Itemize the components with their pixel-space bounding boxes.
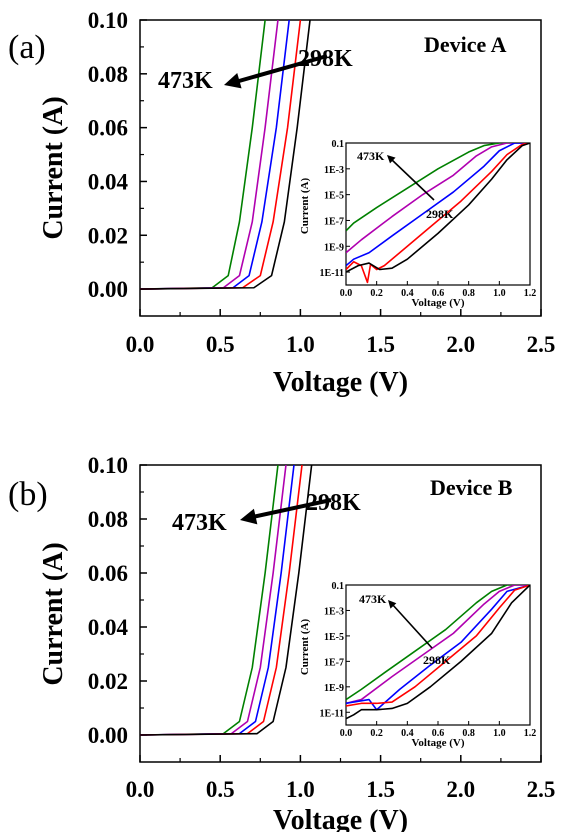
inset-x-tick-label: 0.4 [401,728,414,739]
inset-x-axis-label: Voltage (V) [411,297,464,309]
inset-x-tick-label: 1.0 [493,288,506,299]
label-473k: 473K [158,68,213,94]
inset-y-tick-label: 1E-3 [324,165,344,176]
inset-temperature-arrow [390,158,435,201]
inset-curve-4 [346,143,530,284]
y-tick-label: 0.08 [88,62,128,87]
x-axis-label: Voltage (V) [273,805,408,832]
inset-x-axis-label: Voltage (V) [411,737,464,749]
inset-label-473k: 473K [359,592,387,606]
inset-x-tick-label: 1.2 [524,728,537,739]
temperature-arrowhead [224,72,242,89]
inset-y-tick-label: 1E-9 [324,683,344,694]
inset-temperature-arrowhead [387,155,396,164]
label-298k: 298K [298,46,353,72]
x-tick-label: 2.5 [527,332,556,357]
y-tick-label: 0.06 [88,561,128,586]
y-tick-label: 0.10 [88,8,128,33]
inset-curve-298k [346,143,530,273]
inset-y-axis-label: Current (A) [299,619,311,676]
label-473k: 473K [172,510,227,536]
inset-label-298k: 298K [423,653,451,667]
inset-frame [345,142,531,286]
inset-y-tick-label: 1E-7 [324,216,344,227]
y-tick-label: 0.10 [88,453,128,478]
device-label: Device A [424,32,507,57]
main-curve-473k [140,465,279,736]
inset-x-tick-label: 1.2 [524,288,537,299]
inset-y-tick-label: 0.1 [332,581,345,592]
inset-curve-473k [346,143,530,232]
main-curve-3 [140,465,295,736]
inset-curve-473k [346,585,530,701]
x-tick-label: 1.5 [366,332,395,357]
inset-y-tick-label: 0.1 [332,139,345,150]
temperature-arrow [247,498,332,520]
x-tick-label: 1.0 [286,777,315,802]
inset-x-tick-label: 0.0 [340,288,353,299]
inset-x-tick-label: 0.2 [370,728,383,739]
temperature-arrowhead [240,508,258,525]
inset-x-tick-label: 0.6 [432,288,445,299]
panel-a: 0.0 0.5 1.0 1.5 2.0 2.5 0.00 0.02 0.04 0.06 0.08 0.… [8,8,555,398]
x-tick-label: 2.5 [527,777,556,802]
x-tick-label: 1.0 [286,332,315,357]
inset-x-tick-label: 0.4 [401,288,414,299]
inset-y-tick-label: 1E-7 [324,657,344,668]
x-tick-label: 0.0 [126,777,155,802]
x-tick-label: 1.5 [366,777,395,802]
inset-curve-2 [346,143,530,254]
inset-y-tick-label: 1E-5 [324,632,344,643]
y-tick-label: 0.06 [88,116,128,141]
inset-x-tick-label: 0.0 [340,728,353,739]
inset-temperature-arrowhead [388,600,397,609]
inset-y-axis-label: Current (A) [299,178,311,235]
y-tick-label: 0.04 [88,169,129,194]
inset-y-tick-label: 1E-11 [320,268,344,279]
x-tick-label: 0.0 [126,332,155,357]
y-tick-label: 0.08 [88,507,128,532]
y-tick-label: 0.00 [88,723,128,748]
inset-x-tick-label: 0.2 [370,288,383,299]
inset-x-tick-label: 1.0 [493,728,506,739]
device-label: Device B [430,475,513,500]
main-curve-2 [140,465,287,736]
inset-x-tick-label: 0.8 [462,728,475,739]
inset-curve-3 [346,143,530,267]
inset-temperature-arrow [391,603,433,649]
inset-y-tick-label: 1E-9 [324,242,344,253]
x-tick-label: 2.0 [446,332,475,357]
y-tick-label: 0.04 [88,615,129,640]
inset-y-tick-label: 1E-3 [324,606,344,617]
main-curve-298k [140,465,313,736]
inset-label-473k: 473K [357,149,385,163]
inset-curve-298k [346,585,530,720]
panel-letter: (a) [8,29,46,66]
panel-letter: (b) [8,476,48,513]
y-tick-label: 0.00 [88,277,128,302]
inset-y-tick-label: 1E-5 [324,191,344,202]
main-curve-4 [140,20,302,290]
inset-x-tick-label: 0.8 [462,288,475,299]
inset-y-tick-label: 1E-11 [320,708,344,719]
x-tick-label: 2.0 [446,777,475,802]
y-tick-label: 0.02 [88,223,128,248]
inset-x-tick-label: 0.6 [432,728,445,739]
inset-label-298k: 298K [426,207,454,221]
main-curve-298k [140,20,311,290]
x-axis-label: Voltage (V) [273,367,408,398]
x-tick-label: 0.5 [206,777,235,802]
x-tick-label: 0.5 [206,332,235,357]
temperature-arrow [231,54,328,85]
y-axis-label: Current (A) [38,96,69,239]
y-axis-label: Current (A) [38,542,69,685]
inset-curve-2 [346,585,530,705]
y-tick-label: 0.02 [88,669,128,694]
inset-curve-4 [346,585,530,707]
panel-b: 0.0 0.5 1.0 1.5 2.0 2.5 0.00 0.02 0.04 0.06 0.08 0.… [8,453,555,832]
main-curve-2 [140,20,279,290]
